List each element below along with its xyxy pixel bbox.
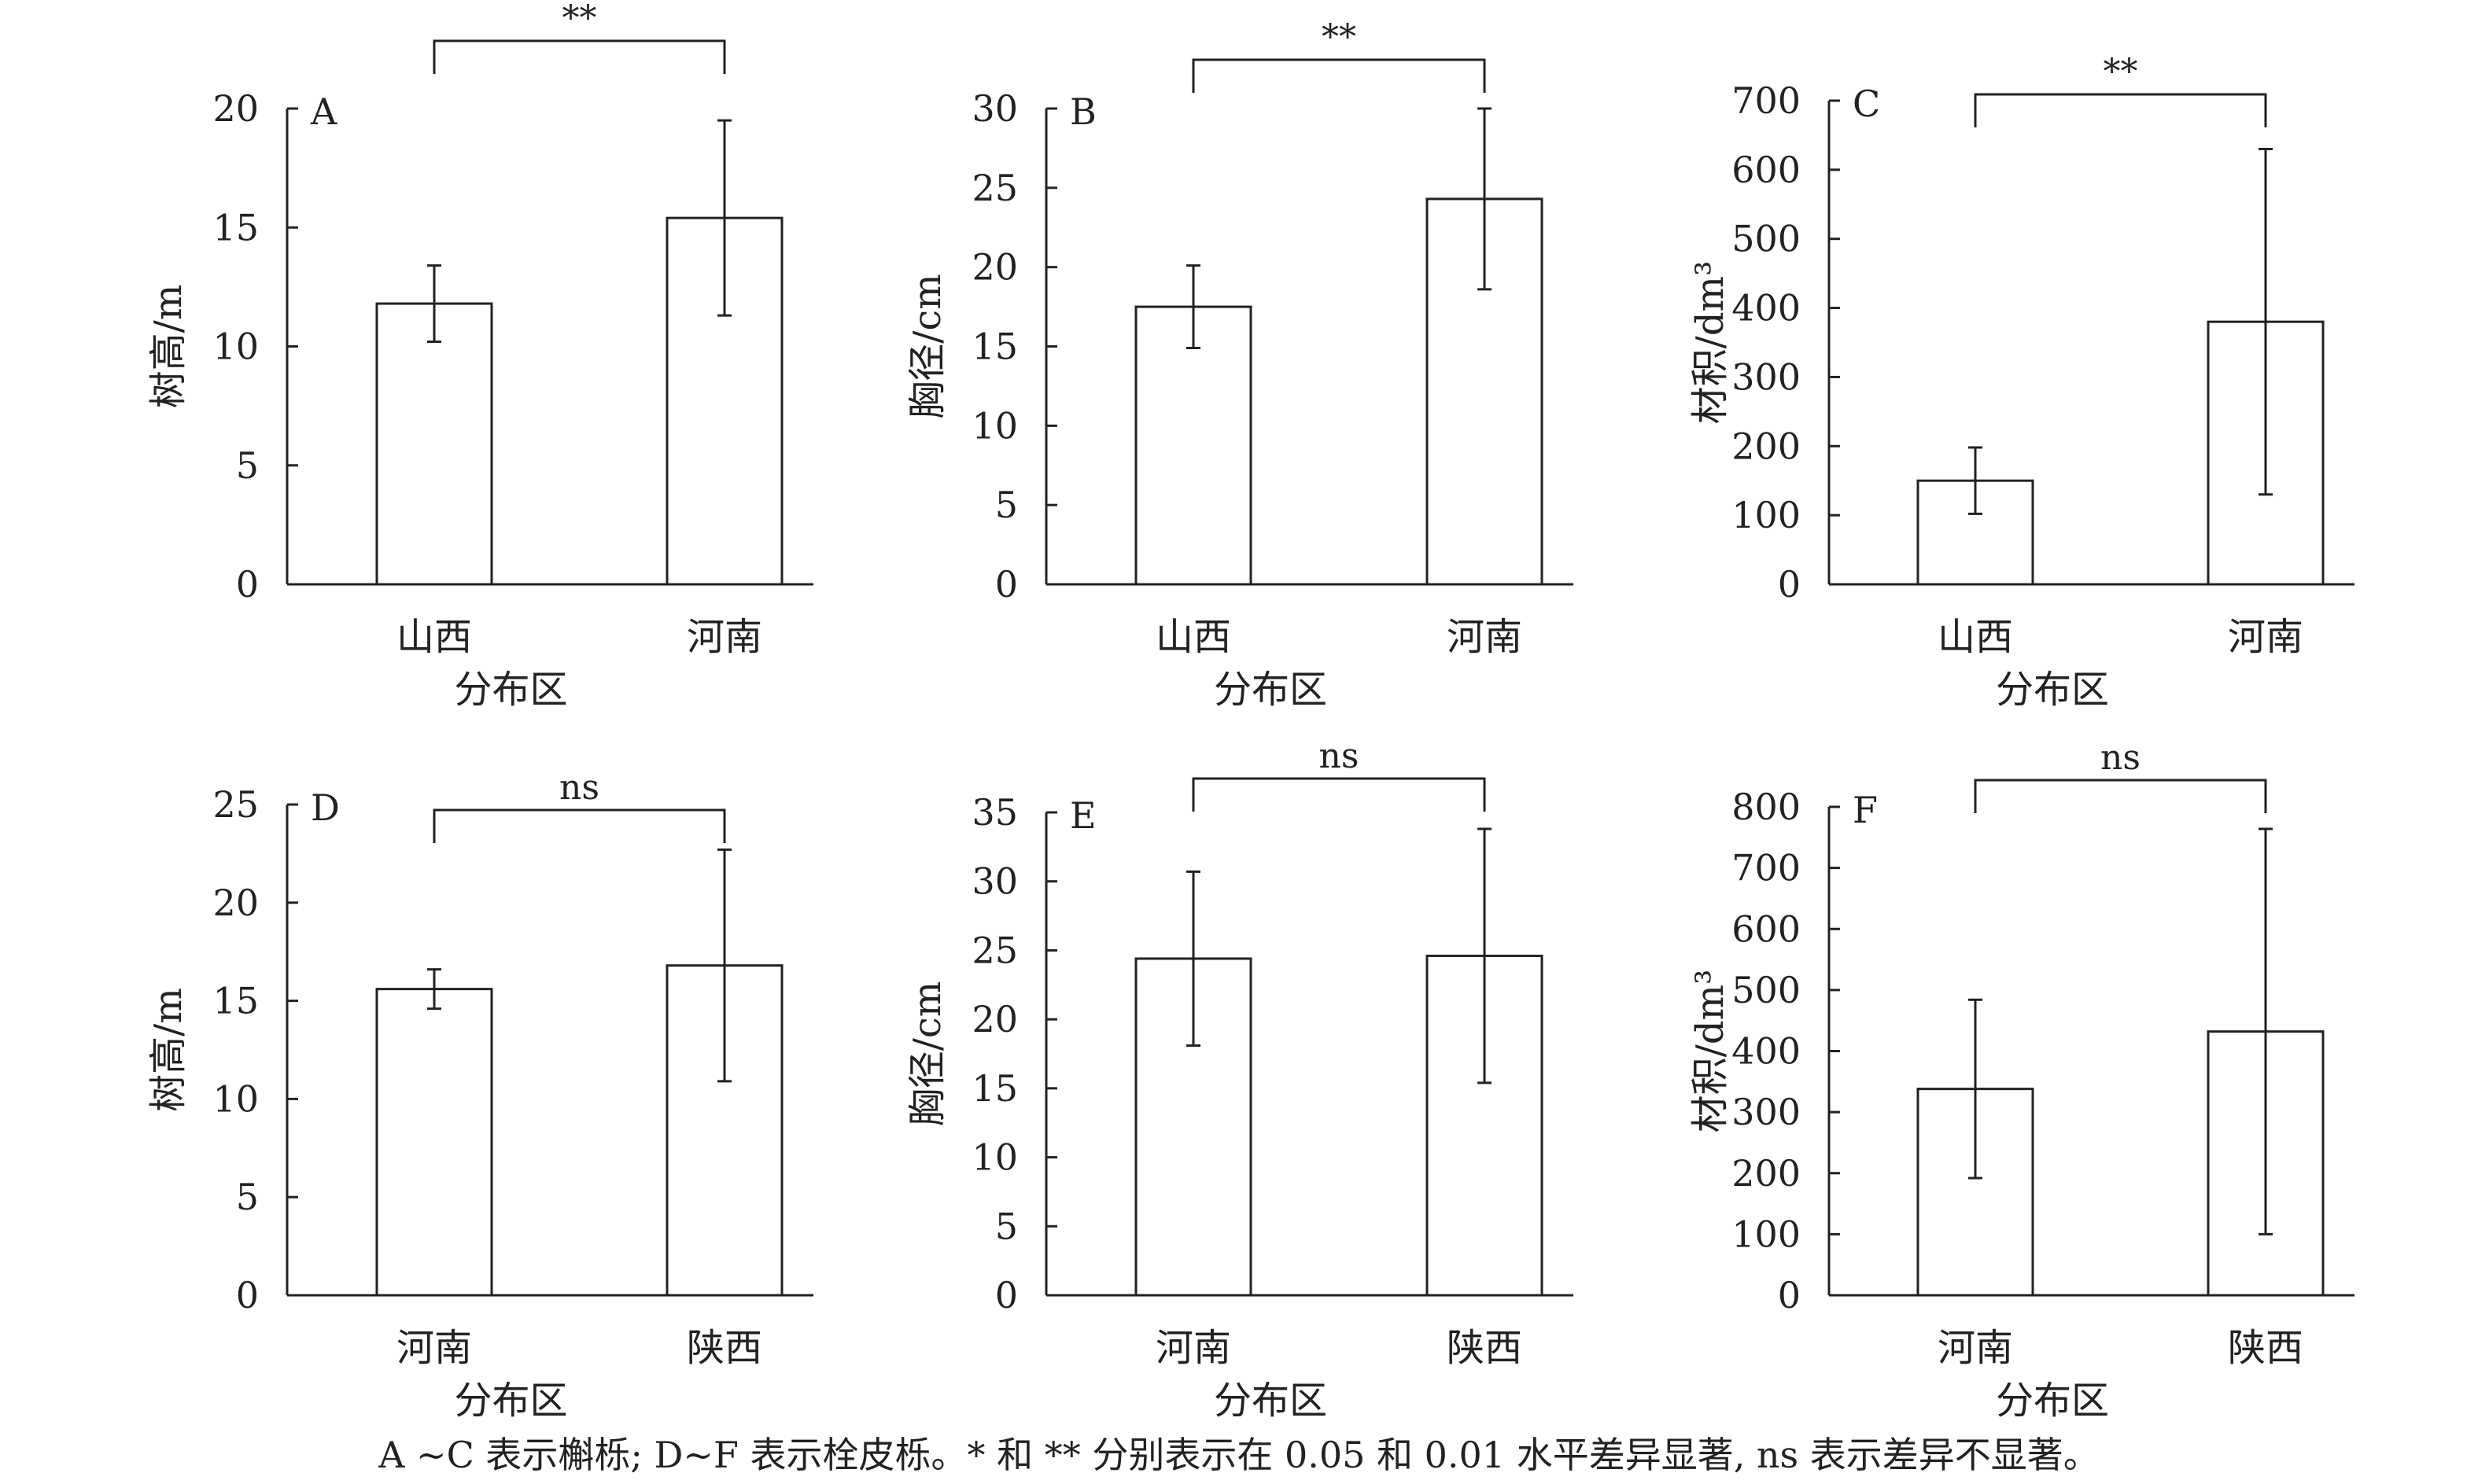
figure-caption: A ~C 表示槲栎; D~F 表示栓皮栎。* 和 ** 分别表示在 0.05 和… (378, 1434, 2100, 1476)
category-label: 陕西 (2228, 1326, 2303, 1370)
category-label: 陕西 (687, 1326, 762, 1370)
panel-a: 0 5 10 15 20 A 山西 河南 ** 分布区 树高/m (146, 0, 813, 712)
panel-letter: D (311, 786, 340, 829)
bar (375, 302, 493, 586)
panel-b: 0 5 10 15 20 25 30 B 山西 河南 ** 分布区 胸径/cm (905, 17, 1573, 712)
x-axis-label: 分布区 (1996, 668, 2109, 712)
panel-e: 0 5 10 15 20 25 30 35 E 河南 陕西 ns 分布区 胸径/cm (905, 736, 1573, 1423)
significance-bracket (1974, 779, 2267, 813)
y-tick-label: 500 (1731, 969, 1801, 1011)
y-tick-label: 10 (972, 404, 1018, 447)
significance-label: ns (559, 768, 599, 808)
panel-letter: B (1070, 90, 1097, 133)
bar (375, 988, 493, 1297)
y-tick-label: 30 (972, 87, 1018, 130)
panel-letter: C (1853, 83, 1880, 125)
y-tick-label: 0 (1778, 1274, 1801, 1316)
y-tick-label: 15 (212, 980, 259, 1022)
y-tick-label: 100 (1731, 1213, 1801, 1255)
y-tick-label: 30 (972, 860, 1018, 903)
y-tick-label: 5 (995, 484, 1018, 526)
y-tick-label: 25 (972, 167, 1018, 209)
y-tick-label: 5 (236, 1176, 259, 1218)
x-axis-label: 分布区 (454, 1379, 567, 1423)
significance-label: ** (1322, 17, 1356, 57)
y-tick-label: 25 (972, 929, 1018, 971)
y-tick-label: 100 (1731, 494, 1801, 536)
y-tick-label: 10 (212, 1077, 259, 1120)
panel-letter: E (1070, 794, 1097, 837)
significance-label: ns (2100, 738, 2141, 778)
panel-c: 0 100 200 300 400 500 600 700 C 山西 河南 ** 分布区 材积/dm³ (1688, 52, 2354, 712)
y-tick-label: 15 (212, 206, 259, 249)
panel-d: 0 5 10 15 20 25 D 河南 陕西 ns 分布区 树高/m (146, 768, 813, 1423)
y-tick-label: 600 (1731, 149, 1801, 191)
y-tick-label: 200 (1731, 1152, 1801, 1195)
significance-bracket (433, 808, 726, 843)
y-tick-label: 25 (212, 783, 259, 826)
y-tick-label: 15 (972, 1067, 1018, 1110)
y-tick-label: 10 (212, 326, 259, 368)
category-label: 河南 (1156, 1326, 1231, 1370)
y-tick-label: 400 (1731, 287, 1801, 330)
y-tick-label: 20 (972, 246, 1018, 289)
y-axis-label: 材积/dm³ (1688, 970, 1732, 1133)
y-axis-label: 材积/dm³ (1688, 261, 1732, 425)
y-tick-label: 600 (1731, 908, 1801, 950)
y-tick-label: 700 (1731, 79, 1801, 122)
significance-label: ** (2104, 52, 2138, 92)
panel-f: 0 100 200 300 400 500 600 700 800 F 河南 陕西 ns 分布区 材积/dm… (1688, 738, 2354, 1423)
panel-letter: F (1853, 789, 1878, 831)
category-label: 陕西 (1447, 1326, 1522, 1370)
significance-bracket (433, 39, 726, 74)
y-axis-label: 树高/m (146, 988, 190, 1112)
category-label: 河南 (687, 615, 762, 659)
significance-label: ** (562, 0, 597, 39)
category-label: 河南 (396, 1326, 472, 1370)
panel-letter: A (310, 90, 337, 133)
x-axis-label: 分布区 (1214, 1379, 1327, 1423)
category-label: 河南 (2228, 615, 2303, 659)
y-tick-label: 35 (972, 791, 1018, 834)
y-tick-label: 5 (236, 444, 259, 487)
y-tick-label: 300 (1731, 355, 1801, 398)
y-tick-label: 5 (995, 1205, 1018, 1247)
significance-label: ns (1319, 736, 1359, 776)
category-label: 山西 (396, 615, 472, 659)
significance-bracket (1192, 58, 1486, 93)
y-tick-label: 700 (1731, 847, 1801, 889)
y-tick-label: 15 (972, 326, 1018, 368)
category-label: 山西 (1156, 615, 1231, 659)
y-axis-label: 树高/m (146, 285, 190, 409)
y-tick-label: 0 (1778, 563, 1801, 606)
category-label: 河南 (1938, 1326, 2013, 1370)
y-axis-label: 胸径/cm (905, 981, 950, 1127)
y-tick-label: 300 (1731, 1091, 1801, 1133)
y-tick-label: 0 (995, 563, 1018, 606)
x-axis-label: 分布区 (1996, 1379, 2109, 1423)
y-tick-label: 20 (212, 882, 259, 924)
y-axis-label: 胸径/cm (905, 274, 950, 419)
category-label: 山西 (1938, 615, 2013, 659)
y-tick-label: 500 (1731, 218, 1801, 260)
significance-bracket (1974, 93, 2267, 127)
category-label: 河南 (1447, 615, 1522, 659)
y-tick-label: 10 (972, 1136, 1018, 1179)
y-tick-label: 400 (1731, 1030, 1801, 1073)
x-axis-label: 分布区 (454, 668, 567, 712)
y-tick-label: 0 (236, 1274, 259, 1316)
y-tick-label: 800 (1731, 786, 1801, 828)
x-axis-label: 分布区 (1214, 668, 1327, 712)
y-tick-label: 0 (236, 563, 259, 606)
y-tick-label: 20 (972, 998, 1018, 1040)
y-tick-label: 200 (1731, 425, 1801, 467)
y-tick-label: 0 (995, 1274, 1018, 1316)
bar (1134, 305, 1252, 586)
significance-bracket (1192, 777, 1486, 812)
y-tick-label: 20 (212, 87, 259, 130)
